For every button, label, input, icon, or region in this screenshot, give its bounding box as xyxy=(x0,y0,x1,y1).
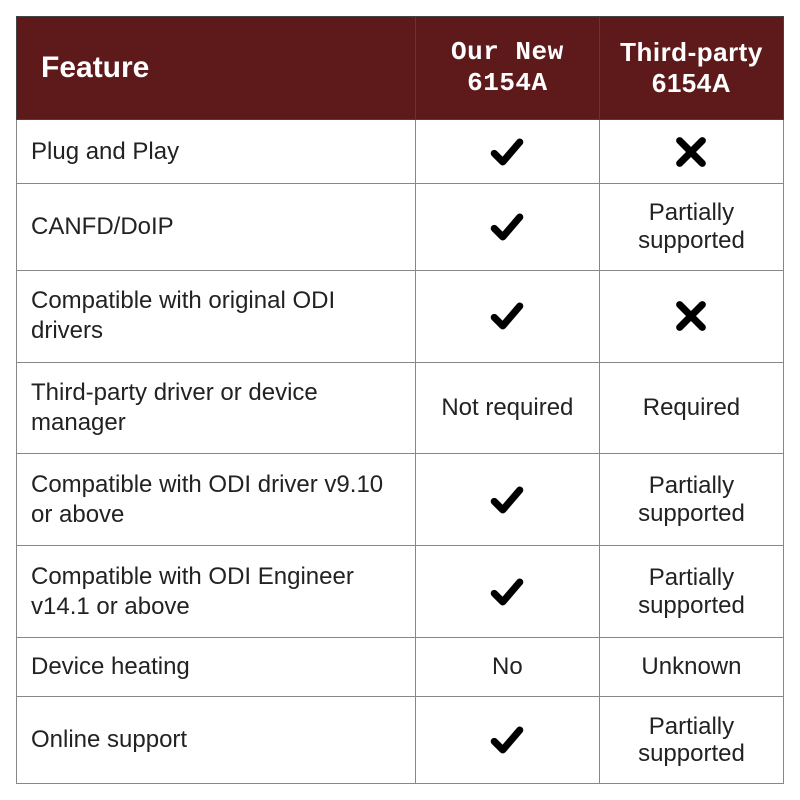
table-row: CANFD/DoIP Partially supported xyxy=(17,184,784,271)
thirdparty-cell: Partially supported xyxy=(599,546,783,638)
ours-cell: No xyxy=(415,637,599,696)
table-row: Online support Partially supported xyxy=(17,697,784,784)
thirdparty-cell xyxy=(599,120,783,184)
ours-cell xyxy=(415,546,599,638)
feature-cell: Plug and Play xyxy=(17,120,416,184)
header-ours: Our New 6154A xyxy=(415,17,599,120)
table-row: Compatible with ODI driver v9.10 or abov… xyxy=(17,454,784,546)
header-thirdparty: Third-party 6154A xyxy=(599,17,783,120)
comparison-table: Feature Our New 6154A Third-party 6154A … xyxy=(16,16,784,784)
table-row: Compatible with ODI Engineer v14.1 or ab… xyxy=(17,546,784,638)
table-row: Third-party driver or device manager Not … xyxy=(17,362,784,454)
cell-text: Required xyxy=(643,394,740,421)
table-body: Plug and PlayCANFD/DoIP Partially support… xyxy=(17,120,784,784)
table-row: Plug and Play xyxy=(17,120,784,184)
thirdparty-cell xyxy=(599,270,783,362)
check-icon xyxy=(490,135,524,169)
thirdparty-cell: Unknown xyxy=(599,637,783,696)
ours-cell xyxy=(415,697,599,784)
cross-icon xyxy=(674,299,708,333)
thirdparty-cell: Partially supported xyxy=(599,184,783,271)
ours-cell xyxy=(415,454,599,546)
feature-cell: Third-party driver or device manager xyxy=(17,362,416,454)
thirdparty-cell: Partially supported xyxy=(599,454,783,546)
feature-cell: Compatible with original ODI drivers xyxy=(17,270,416,362)
feature-cell: Compatible with ODI Engineer v14.1 or ab… xyxy=(17,546,416,638)
cross-icon xyxy=(674,135,708,169)
cell-text: Not required xyxy=(441,394,573,421)
check-icon xyxy=(490,210,524,244)
cell-text: No xyxy=(492,653,523,680)
check-icon xyxy=(490,575,524,609)
ours-cell xyxy=(415,184,599,271)
header-feature: Feature xyxy=(17,17,416,120)
check-icon xyxy=(490,723,524,757)
cell-text: Partially supported xyxy=(638,713,745,768)
feature-cell: Online support xyxy=(17,697,416,784)
cell-text: Unknown xyxy=(641,653,741,680)
feature-cell: CANFD/DoIP xyxy=(17,184,416,271)
check-icon xyxy=(490,299,524,333)
feature-cell: Device heating xyxy=(17,637,416,696)
cell-text: Partially supported xyxy=(638,564,745,619)
table-row: Device heating No Unknown xyxy=(17,637,784,696)
thirdparty-cell: Partially supported xyxy=(599,697,783,784)
cell-text: Partially supported xyxy=(638,199,745,254)
feature-cell: Compatible with ODI driver v9.10 or abov… xyxy=(17,454,416,546)
ours-cell: Not required xyxy=(415,362,599,454)
header-row: Feature Our New 6154A Third-party 6154A xyxy=(17,17,784,120)
check-icon xyxy=(490,483,524,517)
table-row: Compatible with original ODI drivers xyxy=(17,270,784,362)
ours-cell xyxy=(415,270,599,362)
cell-text: Partially supported xyxy=(638,472,745,527)
thirdparty-cell: Required xyxy=(599,362,783,454)
ours-cell xyxy=(415,120,599,184)
